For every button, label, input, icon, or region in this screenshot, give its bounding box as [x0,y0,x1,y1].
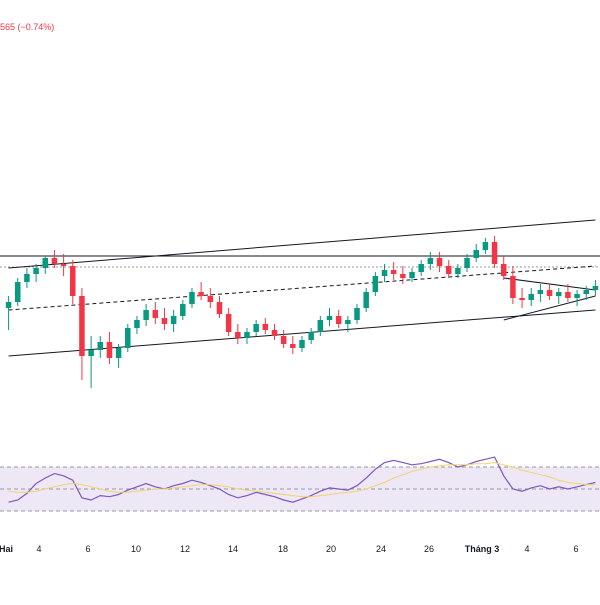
candle-body [482,242,489,250]
candle-body [565,292,571,298]
x-tick-label: Tháng 3 [464,544,500,554]
candle-body [33,268,39,274]
candle-body [189,292,195,304]
candle-body [79,296,85,356]
x-tick-label: 6 [573,544,579,554]
candle-body [115,348,122,358]
candle-body [216,302,223,314]
x-tick-label: 4 [36,544,42,554]
candle-body [207,296,214,302]
x-tick-label: Hai [0,544,14,554]
candle-body [271,330,278,336]
candle-body [455,268,461,274]
candle-body [510,276,516,298]
candle-body [262,324,269,330]
candle-body [491,242,498,264]
candle-body [528,294,534,300]
x-tick-label: 26 [423,544,435,554]
x-tick-label: 12 [179,544,191,554]
candle-body [299,340,305,348]
candle-body [88,350,94,356]
candle-body [574,294,580,298]
candle-body [244,332,250,338]
candle-body [372,276,379,292]
price-change-label: 565 (−0.74%) [0,22,55,32]
candle-body [60,264,67,266]
candle-body [326,316,333,320]
x-tick-label: 14 [227,544,239,554]
candle-body [390,270,397,274]
candle-body [180,304,186,316]
rsi-moving-average-line [8,462,596,498]
candle-body [280,336,287,344]
candle-body [335,316,342,324]
candle-body [106,342,113,358]
candle-body [345,320,351,324]
candle-body [161,318,168,324]
candle-body [555,292,562,296]
candle-body [409,272,415,278]
candle-body [418,264,424,272]
candle-body [381,270,388,276]
trendline-1 [8,309,596,357]
candle-body [70,266,76,296]
candle-body [152,310,159,318]
candle-body [354,308,360,320]
candle-body [253,324,259,332]
candle-body [592,286,599,290]
candle-body [500,264,507,276]
candle-body [290,344,296,348]
candle-body [464,258,470,268]
candle-body [436,258,443,266]
trendline-3 [8,265,596,311]
candle-body [170,316,177,324]
x-tick-label: 6 [85,544,91,554]
candle-body [143,310,149,320]
candle-body [125,328,131,348]
x-tick-label: 20 [325,544,337,554]
candle-body [519,298,525,300]
x-tick-label: 4 [524,544,530,554]
candle-body [546,290,553,296]
candle-body [400,274,406,278]
candle-body [537,290,544,294]
candle-body [427,258,434,264]
x-tick-label: 24 [375,544,387,554]
candle-body [198,292,204,296]
candle-body [583,290,589,294]
candle-body [308,332,314,340]
candle-body [24,274,30,282]
candle-body [225,314,232,332]
x-tick-label: 18 [277,544,289,554]
rsi-band [0,467,600,511]
trendline-5 [503,295,596,321]
candle-body [445,266,452,274]
candle-body [51,258,58,264]
candle-body [42,258,49,268]
candle-body [317,320,324,332]
candle-body [134,320,140,328]
candle-body [15,282,21,302]
candle-body [363,292,369,308]
candle-body [97,342,104,350]
candle-body [473,250,479,258]
candle-body [5,302,12,308]
trendline-2 [8,219,596,269]
x-tick-label: 10 [130,544,142,554]
candle-body [235,332,241,338]
